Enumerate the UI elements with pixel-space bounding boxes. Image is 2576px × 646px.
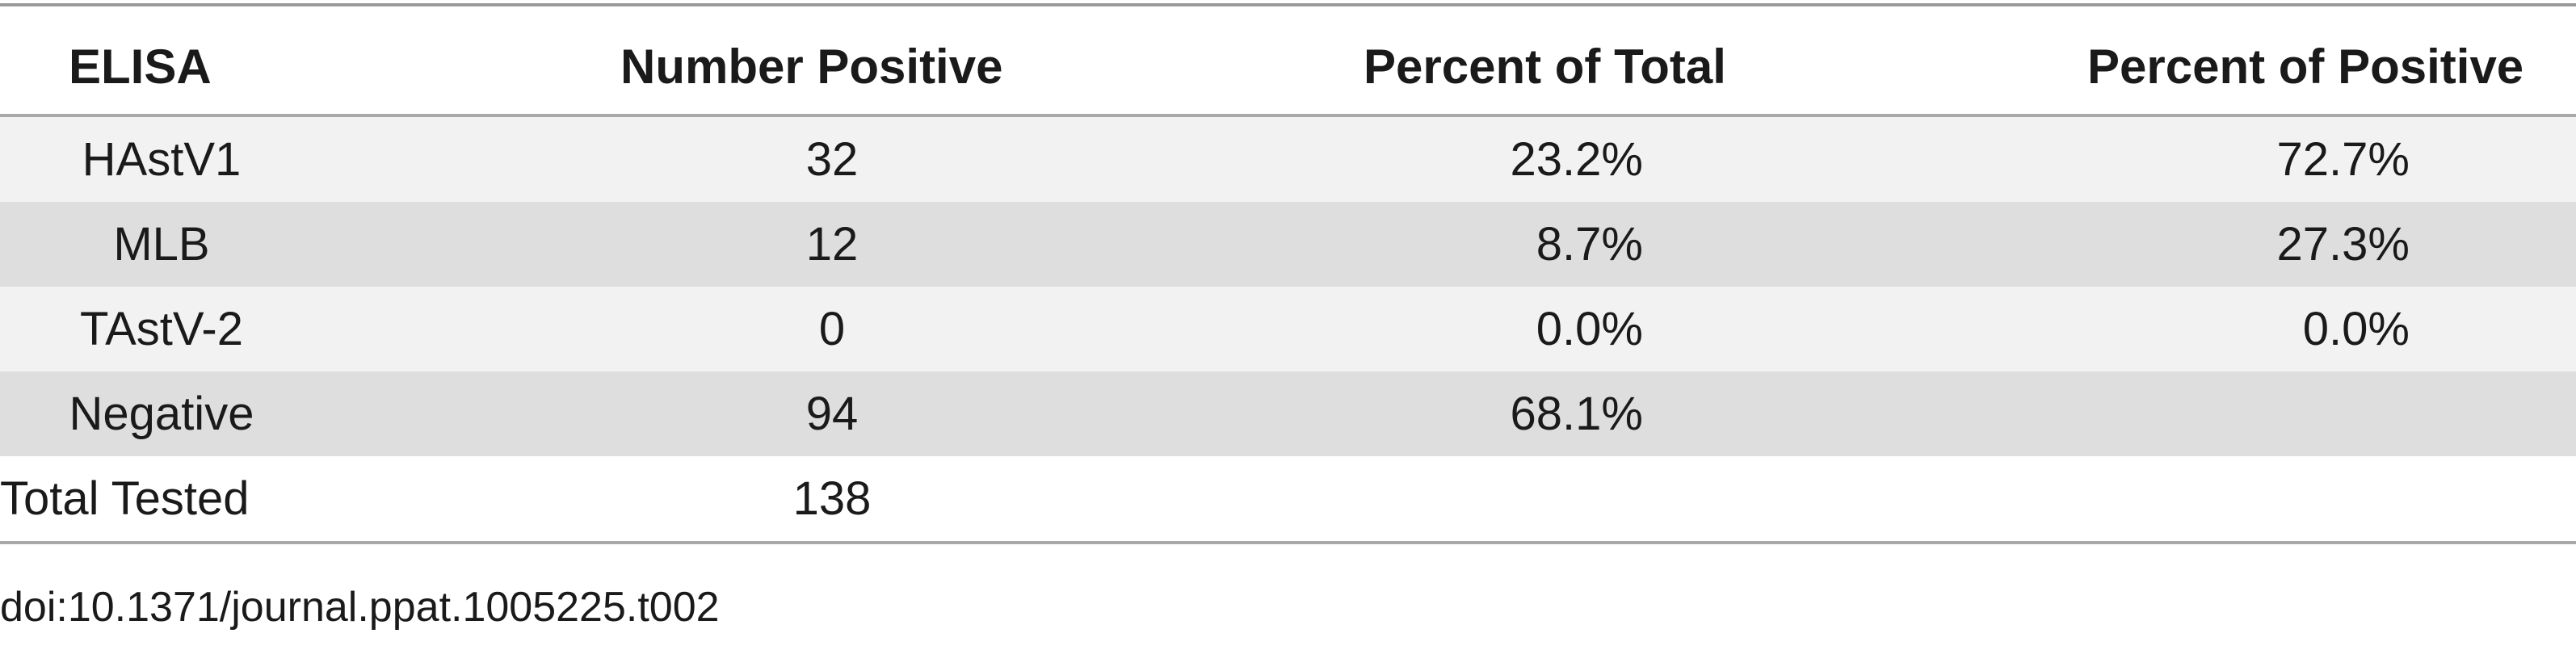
- cell-percent-of-positive: 72.7%: [2276, 133, 2410, 186]
- table-header-rule: [0, 114, 2576, 117]
- cell-percent-of-total: 8.7%: [1536, 218, 1643, 271]
- cell-percent-of-positive: 27.3%: [2276, 218, 2410, 271]
- header-percent-of-total: Percent of Total: [1364, 40, 1726, 94]
- table-bottom-rule: [0, 541, 2576, 544]
- header-elisa: ELISA: [69, 40, 212, 94]
- table-row: MLB 12 8.7% 27.3%: [0, 202, 2576, 287]
- cell-number-positive: 12: [805, 218, 859, 271]
- cell-percent-of-total: 68.1%: [1510, 388, 1643, 440]
- table-row: TAstV-2 0 0.0% 0.0%: [0, 287, 2576, 371]
- table-row: HAstV1 32 23.2% 72.7%: [0, 117, 2576, 202]
- table-top-rule: [0, 3, 2576, 6]
- cell-percent-of-total: 0.0%: [1536, 303, 1643, 355]
- cell-elisa: TAstV-2: [80, 303, 243, 355]
- cell-number-positive: 94: [805, 388, 859, 440]
- cell-number-positive: 0: [818, 303, 846, 355]
- table-row: Negative 94 68.1%: [0, 371, 2576, 456]
- cell-total-label: Total Tested: [0, 472, 250, 525]
- cell-number-positive: 32: [805, 133, 859, 186]
- header-percent-of-positive: Percent of Positive: [2087, 40, 2524, 94]
- cell-total-number: 138: [792, 472, 872, 525]
- cell-percent-of-total: 23.2%: [1510, 133, 1643, 186]
- cell-percent-of-positive: 0.0%: [2302, 303, 2410, 355]
- cell-elisa: HAstV1: [82, 133, 242, 186]
- doi-caption: doi:10.1371/journal.ppat.1005225.t002: [0, 584, 720, 631]
- table-header-row: ELISA Number Positive Percent of Total P…: [0, 6, 2576, 114]
- header-number-positive: Number Positive: [620, 40, 1003, 94]
- cell-elisa: MLB: [113, 218, 210, 271]
- table-total-row: Total Tested 138: [0, 456, 2576, 541]
- cell-elisa: Negative: [69, 388, 254, 440]
